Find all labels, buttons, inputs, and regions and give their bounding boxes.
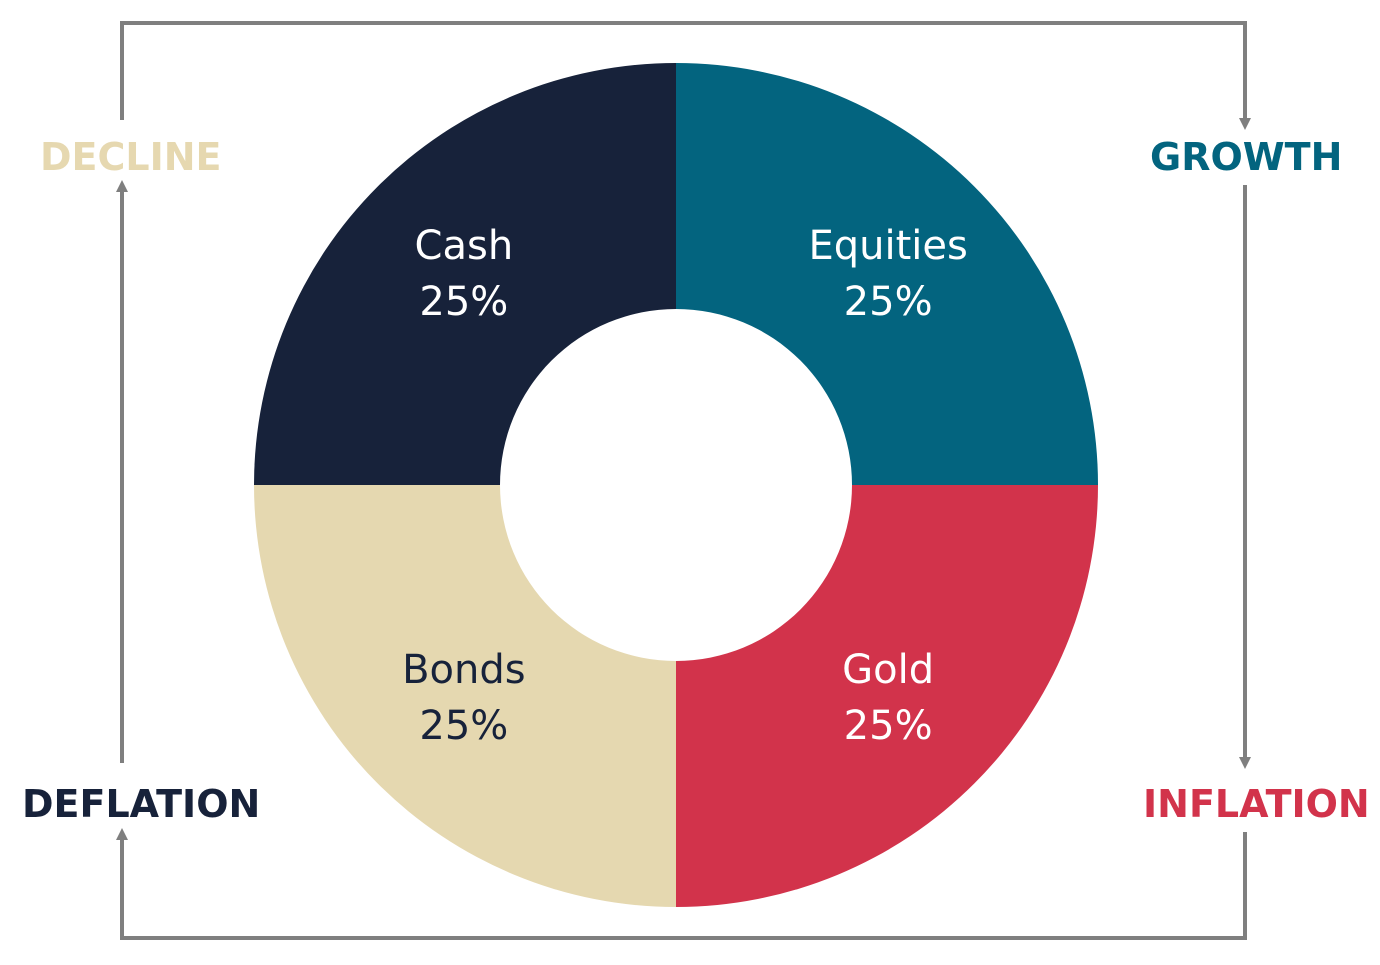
cycle-arrows [116,21,1251,940]
cycle-arrow-inflation-to-deflation [116,828,1247,940]
slice-value-equities: 25% [844,279,933,325]
slice-label-equities: Equities [808,223,967,269]
slice-labels: Equities 25% Gold 25% Bonds 25% Cash 25% [402,223,968,749]
regime-label-growth: GROWTH [1150,135,1343,179]
slice-cash [254,63,676,485]
donut-slices [254,63,1098,907]
regime-label-inflation: INFLATION [1143,782,1370,826]
slice-bonds [254,485,676,907]
regime-label-deflation: DEFLATION [22,782,261,826]
slice-label-gold: Gold [842,647,934,693]
slice-value-cash: 25% [419,279,508,325]
regime-label-decline: DECLINE [40,135,222,179]
slice-label-cash: Cash [415,223,514,269]
slice-value-bonds: 25% [419,703,508,749]
slice-label-bonds: Bonds [402,647,526,693]
slice-value-gold: 25% [844,703,933,749]
slice-gold [676,485,1098,907]
slice-equities [676,63,1098,485]
cycle-arrow-decline-to-growth [120,21,1251,130]
